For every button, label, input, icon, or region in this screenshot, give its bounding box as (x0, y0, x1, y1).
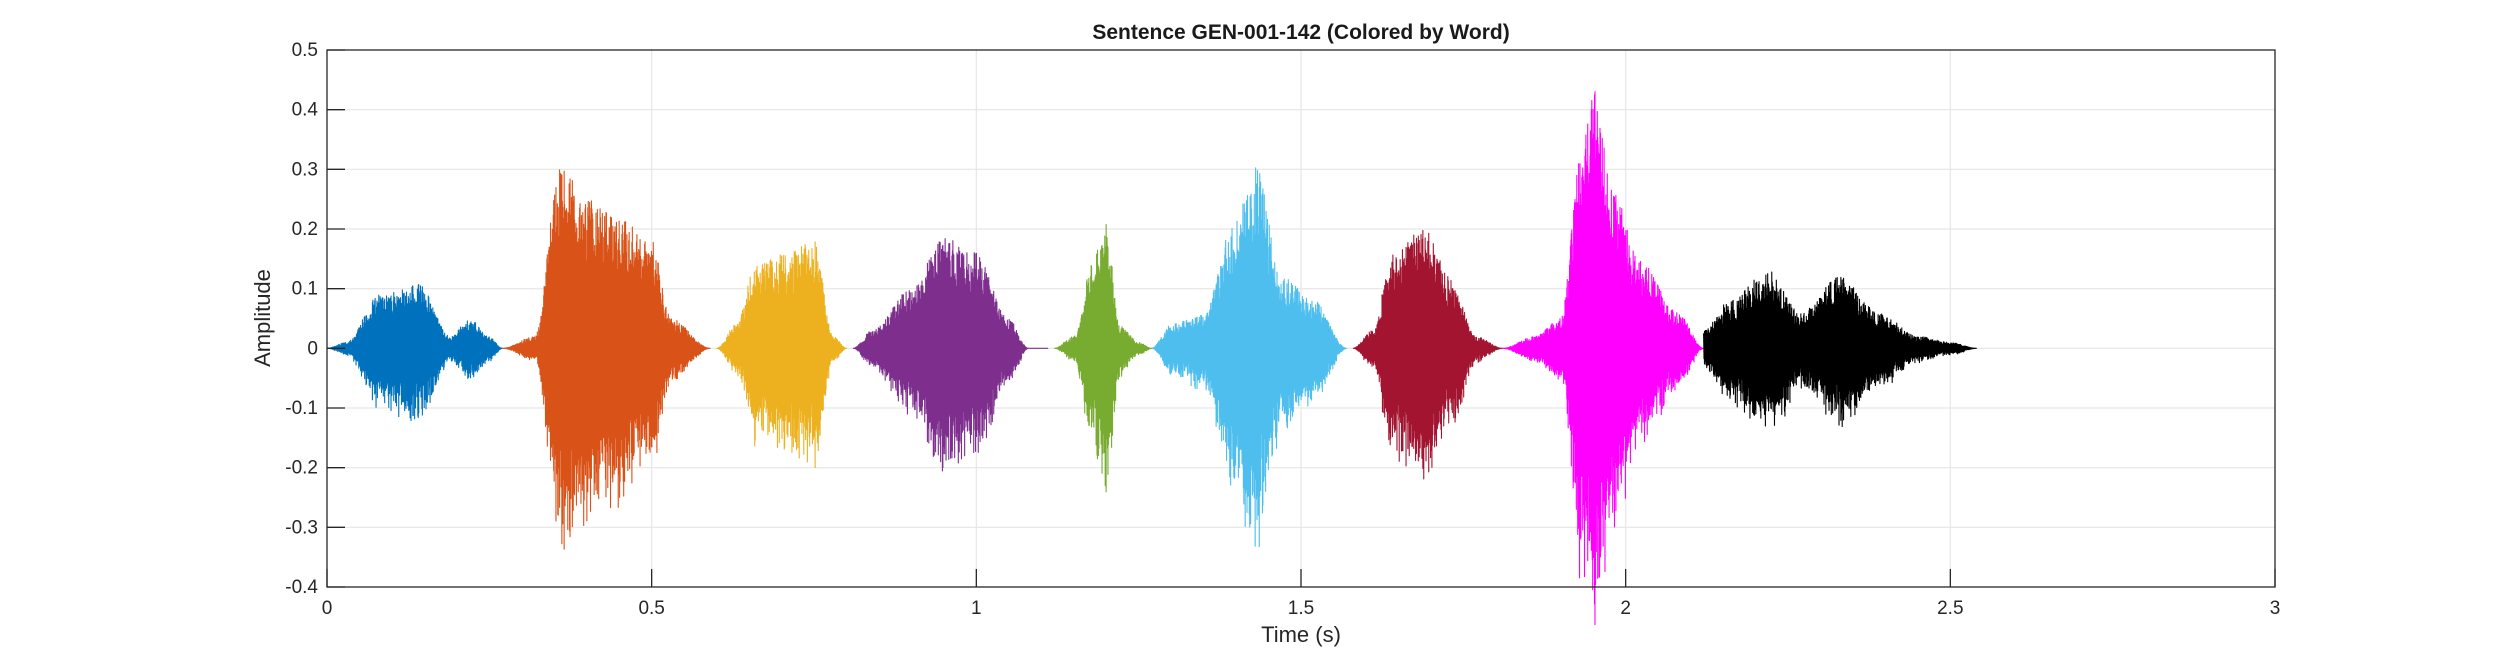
grid-layer (327, 50, 2275, 587)
x-tick-label: 3 (2270, 598, 2281, 619)
x-tick-label: 2.5 (1937, 598, 1963, 619)
y-tick-label: 0 (307, 338, 318, 359)
x-tick-label: 2 (1620, 598, 1631, 619)
word-waveform-1 (326, 284, 503, 422)
y-tick-label: -0.2 (285, 458, 318, 479)
y-tick-label: 0.4 (292, 100, 319, 121)
x-axis-label: Time (s) (1261, 622, 1341, 647)
y-tick-label: -0.3 (285, 517, 318, 538)
chart-title: Sentence GEN-001-142 (Colored by Word) (1092, 21, 1509, 44)
word-waveform-9 (1703, 271, 1977, 428)
y-tick-label: 0.5 (292, 40, 318, 61)
y-tick-label: 0.3 (292, 159, 318, 180)
tick-layer: 0 0.5 1 1.5 2 2.5 3 -0.4 -0.3 -0.2 -0.1 0 0.1 0.2 0.3 0… (285, 40, 2280, 619)
y-tick-label: -0.1 (285, 398, 318, 419)
x-tick-label: 0.5 (638, 598, 664, 619)
y-tick-label: 0.2 (292, 219, 318, 240)
word-waveform-8 (1502, 91, 1705, 626)
word-waveform-2 (502, 169, 711, 550)
x-tick-label: 1 (971, 598, 982, 619)
word-waveform-5 (1054, 224, 1153, 493)
word-waveform-3 (716, 241, 848, 469)
word-waveform-6 (1151, 167, 1347, 548)
waveform-layer (326, 91, 1977, 626)
y-axis-label: Amplitude (250, 269, 275, 367)
y-tick-label: 0.1 (292, 279, 318, 300)
word-waveform-4 (852, 238, 1049, 472)
word-waveform-7 (1352, 229, 1503, 480)
y-tick-label: -0.4 (285, 577, 318, 598)
x-tick-label: 0 (322, 598, 333, 619)
x-tick-label: 1.5 (1288, 598, 1314, 619)
